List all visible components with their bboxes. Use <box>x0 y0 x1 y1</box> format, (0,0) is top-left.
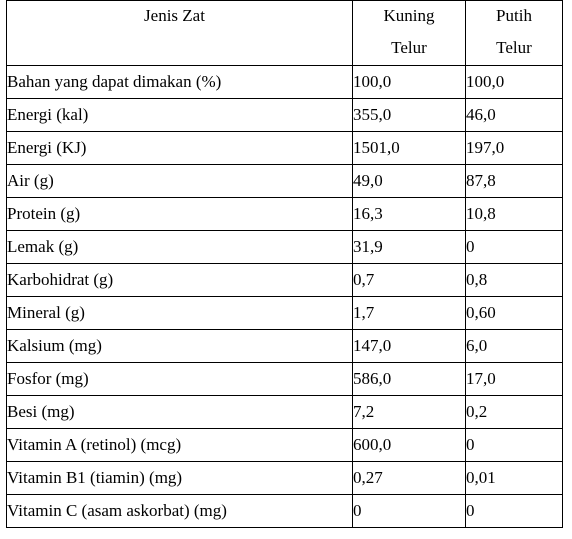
kuning-value: 0,27 <box>352 461 466 495</box>
putih-value: 0 <box>465 428 563 462</box>
kuning-value: 100,0 <box>352 65 466 99</box>
table-row: Bahan yang dapat dimakan (%) 100,0 100,0 <box>6 65 563 99</box>
table-row: Lemak (g) 31,9 0 <box>6 230 563 264</box>
kuning-value: 16,3 <box>352 197 466 231</box>
table-row: Energi (kal) 355,0 46,0 <box>6 98 563 132</box>
putih-value: 46,0 <box>465 98 563 132</box>
putih-value: 0,2 <box>465 395 563 429</box>
nutrient-label: Bahan yang dapat dimakan (%) <box>6 65 353 99</box>
putih-value: 0 <box>465 230 563 264</box>
putih-value: 0,01 <box>465 461 563 495</box>
table-row: Karbohidrat (g) 0,7 0,8 <box>6 263 563 297</box>
table-row: Vitamin C (asam askorbat) (mg) 0 0 <box>6 494 563 528</box>
kuning-value: 355,0 <box>352 98 466 132</box>
kuning-value: 1501,0 <box>352 131 466 165</box>
header-putih-line2: Telur <box>496 38 532 57</box>
putih-value: 0 <box>465 494 563 528</box>
nutrition-table: Jenis Zat Kuning Telur Putih Telur Bahan… <box>6 0 563 528</box>
table-row: Kalsium (mg) 147,0 6,0 <box>6 329 563 363</box>
header-jenis-zat: Jenis Zat <box>6 0 353 66</box>
putih-value: 0,8 <box>465 263 563 297</box>
table-row: Energi (KJ) 1501,0 197,0 <box>6 131 563 165</box>
nutrient-label: Besi (mg) <box>6 395 353 429</box>
nutrient-label: Mineral (g) <box>6 296 353 330</box>
nutrient-label: Vitamin B1 (tiamin) (mg) <box>6 461 353 495</box>
header-kuning-line2: Telur <box>391 38 427 57</box>
nutrient-label: Energi (KJ) <box>6 131 353 165</box>
table-row: Protein (g) 16,3 10,8 <box>6 197 563 231</box>
nutrient-label: Energi (kal) <box>6 98 353 132</box>
nutrient-label: Kalsium (mg) <box>6 329 353 363</box>
table-row: Besi (mg) 7,2 0,2 <box>6 395 563 429</box>
nutrient-label: Lemak (g) <box>6 230 353 264</box>
nutrient-label: Protein (g) <box>6 197 353 231</box>
table-row: Vitamin A (retinol) (mcg) 600,0 0 <box>6 428 563 462</box>
header-kuning-line1: Kuning <box>383 6 435 25</box>
table-row: Mineral (g) 1,7 0,60 <box>6 296 563 330</box>
header-putih-telur: Putih Telur <box>465 0 563 66</box>
table-row: Air (g) 49,0 87,8 <box>6 164 563 198</box>
putih-value: 197,0 <box>465 131 563 165</box>
header-putih-line1: Putih <box>496 6 532 25</box>
putih-value: 87,8 <box>465 164 563 198</box>
kuning-value: 586,0 <box>352 362 466 396</box>
kuning-value: 49,0 <box>352 164 466 198</box>
table-row: Vitamin B1 (tiamin) (mg) 0,27 0,01 <box>6 461 563 495</box>
nutrient-label: Fosfor (mg) <box>6 362 353 396</box>
nutrient-label: Air (g) <box>6 164 353 198</box>
kuning-value: 0,7 <box>352 263 466 297</box>
kuning-value: 1,7 <box>352 296 466 330</box>
table-header-row: Jenis Zat Kuning Telur Putih Telur <box>6 0 563 66</box>
table-body: Bahan yang dapat dimakan (%) 100,0 100,0… <box>6 65 563 528</box>
header-kuning-telur: Kuning Telur <box>352 0 466 66</box>
header-jenis-zat-label: Jenis Zat <box>144 6 205 25</box>
putih-value: 6,0 <box>465 329 563 363</box>
nutrient-label: Karbohidrat (g) <box>6 263 353 297</box>
nutrient-label: Vitamin A (retinol) (mcg) <box>6 428 353 462</box>
kuning-value: 0 <box>352 494 466 528</box>
nutrient-label: Vitamin C (asam askorbat) (mg) <box>6 494 353 528</box>
putih-value: 100,0 <box>465 65 563 99</box>
table-row: Fosfor (mg) 586,0 17,0 <box>6 362 563 396</box>
putih-value: 0,60 <box>465 296 563 330</box>
kuning-value: 7,2 <box>352 395 466 429</box>
kuning-value: 600,0 <box>352 428 466 462</box>
putih-value: 10,8 <box>465 197 563 231</box>
putih-value: 17,0 <box>465 362 563 396</box>
kuning-value: 31,9 <box>352 230 466 264</box>
kuning-value: 147,0 <box>352 329 466 363</box>
